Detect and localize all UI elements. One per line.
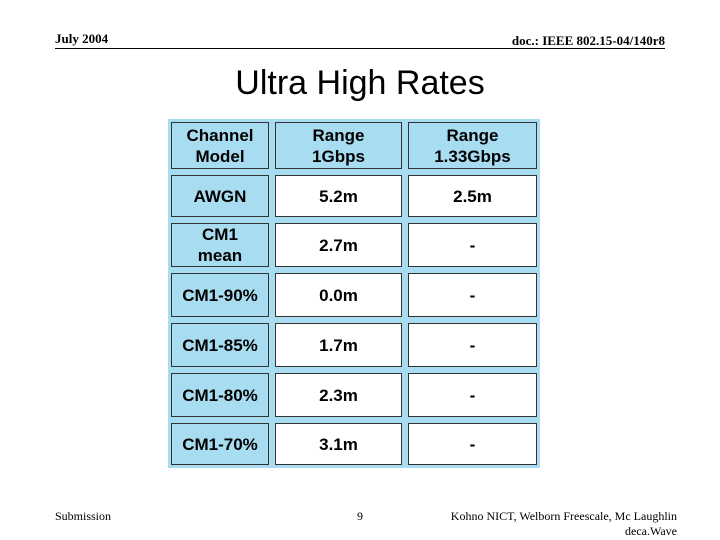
header-date: July 2004 — [55, 31, 109, 46]
table-cell: CM1-80% — [171, 373, 269, 417]
slide-title: Ultra High Rates — [235, 64, 485, 102]
table-cell: 0.0m — [275, 273, 402, 317]
table-cell: CM1 mean — [171, 223, 269, 267]
table: Channel Model Range 1Gbps Range 1.33Gbps AW… — [168, 119, 540, 468]
table-cell: 1.7m — [275, 323, 402, 367]
table-cell: CM1-85% — [171, 323, 269, 367]
table-cell: 5.2m — [275, 175, 402, 217]
table-cell: AWGN — [171, 175, 269, 217]
footer-right: Kohno NICT, Welborn Freescale, Mc Laughl… — [450, 509, 677, 538]
table-cell: - — [408, 373, 537, 417]
table-cell: 3.1m — [275, 423, 402, 465]
table-cell: 2.3m — [275, 373, 402, 417]
table-cell: - — [408, 323, 537, 367]
table-cell: Range 1.33Gbps — [408, 122, 537, 169]
table-cell: CM1-90% — [171, 273, 269, 317]
table-cell: Channel Model — [171, 122, 269, 169]
table-cell: - — [408, 223, 537, 267]
table-cell: 2.7m — [275, 223, 402, 267]
table-cell: - — [408, 423, 537, 465]
page-number: 9 — [357, 509, 363, 523]
footer-left: Submission — [55, 509, 112, 523]
table-cell: CM1-70% — [171, 423, 269, 465]
header-doc: doc.: IEEE 802.15-04/140r8 — [511, 33, 665, 48]
table-cell: - — [408, 273, 537, 317]
header-rule — [55, 48, 665, 49]
table-cell: 2.5m — [408, 175, 537, 217]
table-cell: Range 1Gbps — [275, 122, 402, 169]
